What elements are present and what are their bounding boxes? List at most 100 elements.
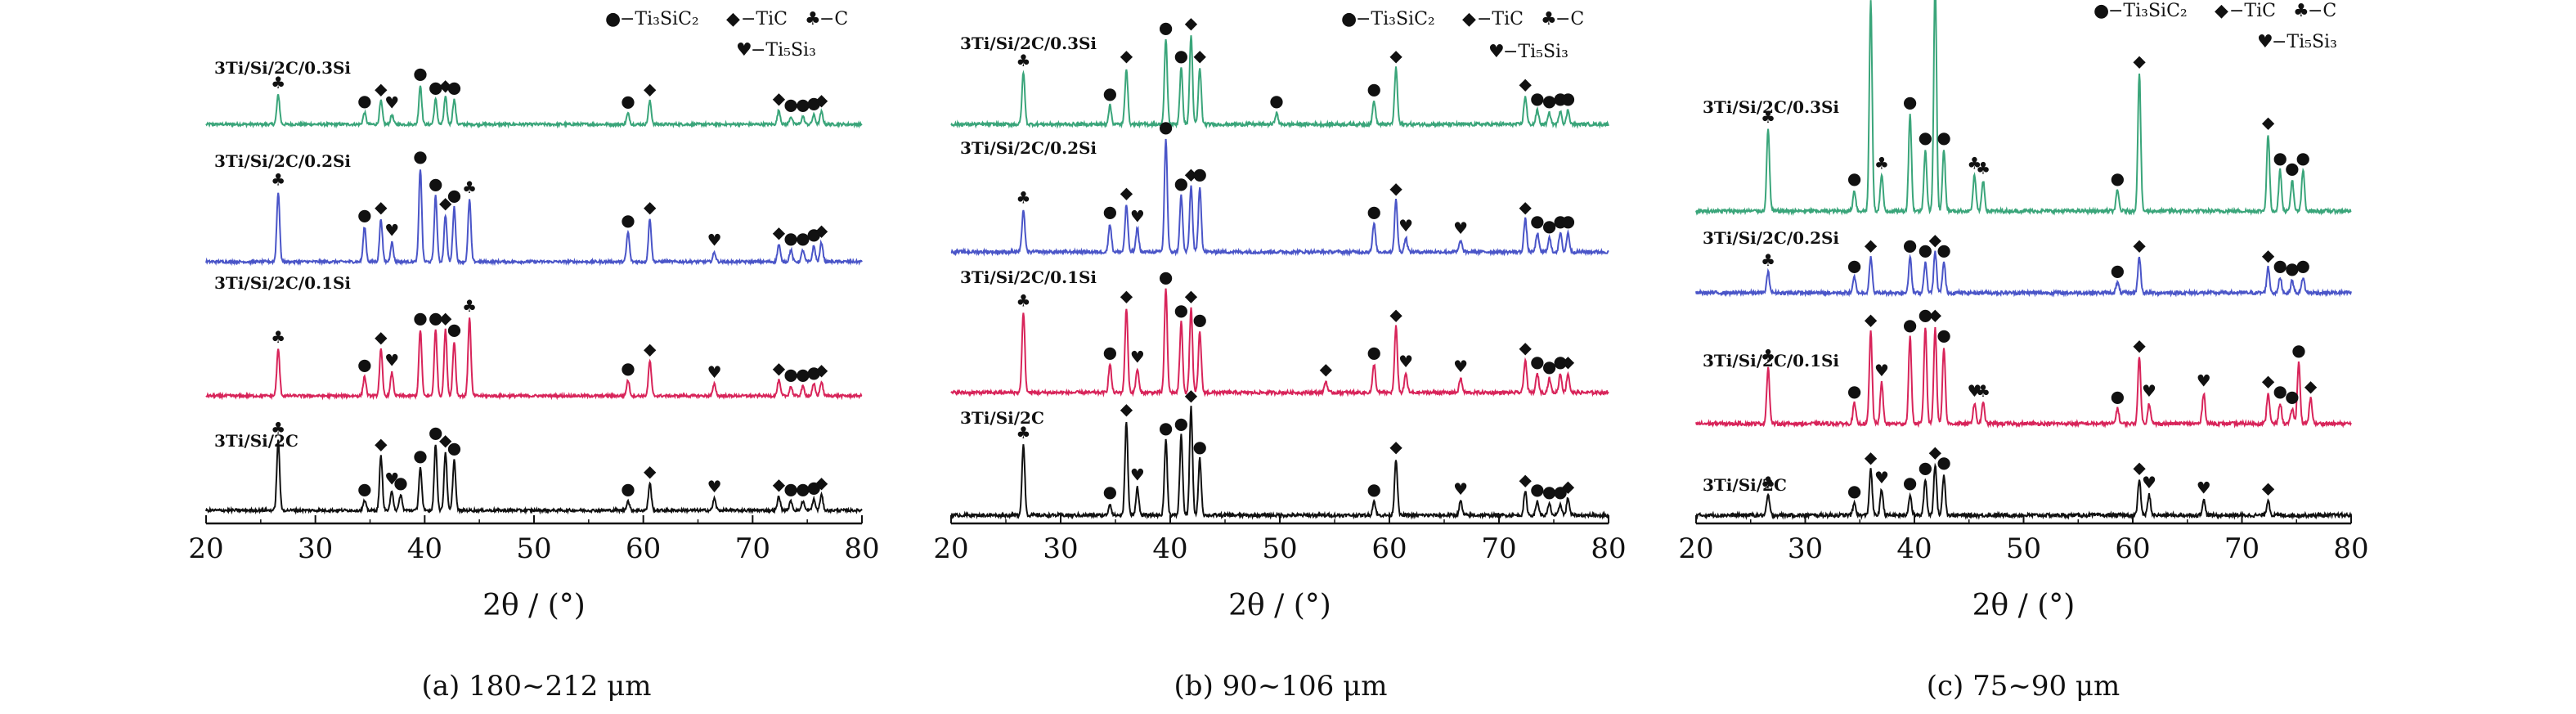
- sample-label: 3Ti/Si/2C/0.2Si: [1703, 228, 1839, 248]
- peak-marker: ◆: [1929, 304, 1942, 324]
- peak-marker: ●: [447, 78, 461, 97]
- x-tick-label: 40: [407, 532, 442, 565]
- legend-symbol: ●: [1341, 9, 1357, 29]
- peak-marker: ●: [2296, 255, 2310, 275]
- peak-marker: ●: [1174, 46, 1188, 65]
- peak-marker: ◆: [1185, 385, 1198, 405]
- peak-marker: ◆: [375, 197, 388, 217]
- peak-marker: ●: [1847, 255, 1861, 275]
- peak-marker: ●: [413, 446, 427, 465]
- peak-marker: ◆: [375, 79, 388, 99]
- peak-marker: ●: [783, 95, 797, 115]
- sample-label: 3Ti/Si/2C/0.3Si: [214, 58, 351, 78]
- sample-label: 3Ti/Si/2C/0.3Si: [1703, 97, 1839, 117]
- series-line: [1695, 327, 2352, 429]
- peak-marker: ●: [429, 422, 442, 442]
- peak-marker: ◆: [2262, 371, 2275, 391]
- peak-marker: ●: [806, 362, 820, 382]
- peak-marker: ●: [783, 479, 797, 499]
- peak-marker: ●: [1936, 240, 1950, 260]
- peak-marker: ♣: [1976, 159, 1990, 178]
- peak-marker: ●: [447, 186, 461, 205]
- peak-marker: ◆: [815, 90, 828, 110]
- peak-marker: ●: [1903, 315, 1917, 335]
- x-tick-label: 50: [1262, 532, 1297, 565]
- peak-marker: ◆: [644, 461, 657, 481]
- legend-symbol: ♥: [1488, 42, 1505, 62]
- peak-marker: ●: [357, 91, 371, 110]
- peak-marker: ◆: [2133, 335, 2146, 355]
- legend-label: −Ti₅Si₃: [1503, 42, 1568, 62]
- series-3ti-si-2c-0-1si: 3Ti/Si/2C/0.1Si♣●◆♥●●◆●♥♣ ●◆♥♥ ◆●●●◆: [1695, 304, 2352, 429]
- peak-marker: ♣: [1016, 187, 1030, 207]
- peak-marker: ●: [413, 146, 427, 166]
- peak-marker: ●: [1192, 164, 1206, 184]
- peak-marker: ●: [806, 478, 820, 497]
- peak-marker: ◆: [1193, 46, 1206, 65]
- peak-marker: ◆: [644, 197, 657, 217]
- peak-marker: ●: [1561, 88, 1575, 108]
- peak-marker: ●: [2111, 386, 2125, 406]
- legend: ●−Ti₃SiC₂ ◆ −TiC ♣−C♥−Ti₅Si₃: [1341, 9, 1584, 62]
- sample-label: 3Ti/Si/2C/0.2Si: [960, 138, 1097, 158]
- peak-marker: ●: [1530, 88, 1544, 108]
- series-line: [950, 138, 1609, 257]
- x-tick-label: 60: [2115, 532, 2150, 565]
- series-line: [950, 288, 1609, 397]
- peak-marker: ♥: [1453, 218, 1468, 238]
- peak-marker: ●: [1174, 300, 1188, 320]
- peak-marker: ♥: [2142, 381, 2156, 401]
- peak-marker: ♣: [462, 177, 477, 197]
- peak-marker: ●: [1103, 202, 1117, 222]
- peak-marker: ●: [1542, 216, 1556, 236]
- peak-marker: ◆: [1519, 338, 1532, 357]
- legend-symbol: ♥: [736, 40, 752, 61]
- peak-marker: ●: [413, 308, 427, 327]
- x-tick-label: 20: [188, 532, 223, 565]
- peak-marker: ♣: [462, 296, 477, 316]
- legend-symbol: ♣: [805, 9, 821, 29]
- peak-marker: ♣: [271, 419, 285, 438]
- peak-marker: ◆: [1519, 469, 1532, 489]
- peak-marker: ●: [806, 93, 820, 113]
- x-tick-label: 60: [626, 532, 661, 565]
- legend-label: −TiC: [741, 9, 788, 29]
- peak-marker: ●: [796, 95, 810, 115]
- series-3ti-si-2c-0-3si: 3Ti/Si/2C/0.3Si♣●◆♥●●◆●●◆ ◆●●●◆: [205, 58, 863, 129]
- peak-marker: ♣: [1016, 423, 1030, 442]
- x-axis-label: 2θ / (°): [1972, 589, 2076, 622]
- x-axis-label: 2θ / (°): [482, 589, 586, 622]
- peak-marker: ◆: [439, 308, 452, 327]
- series-3ti-si-2c: 3Ti/Si/2C♣●◆♥●●●◆●●◆♥ ◆●●●◆: [205, 419, 863, 515]
- peak-marker: ◆: [1389, 305, 1402, 325]
- peak-marker: ♥: [1453, 357, 1468, 376]
- series-line: [1695, 250, 2352, 298]
- peak-marker: ◆: [773, 222, 786, 242]
- legend-label: −Ti₃SiC₂: [2108, 1, 2188, 21]
- legend-label: −Ti₅Si₃: [751, 40, 816, 61]
- sample-label: 3Ti/Si/2C: [1703, 475, 1787, 495]
- peak-marker: ♥: [1453, 479, 1468, 499]
- peak-marker: ♥: [1398, 352, 1413, 371]
- x-tick-label: 40: [1896, 532, 1932, 565]
- peak-marker: ●: [1174, 413, 1188, 433]
- legend-symbol: ♣: [1541, 9, 1557, 29]
- panel-caption: (c) 75~90 μm: [1927, 670, 2120, 703]
- peak-marker: ●: [1553, 352, 1567, 371]
- peak-marker: ◆: [1120, 286, 1133, 306]
- peak-marker: ◆: [2262, 245, 2275, 265]
- peak-marker: ●: [1367, 79, 1381, 98]
- peak-marker: ◆: [773, 474, 786, 494]
- legend-symbol: ♥: [2257, 32, 2273, 52]
- peak-marker: ●: [1847, 481, 1861, 501]
- peak-marker: ◆: [644, 339, 657, 358]
- legend-label: −Ti₅Si₃: [2272, 32, 2337, 52]
- series-3ti-si-2c-0-2si: 3Ti/Si/2C/0.2Si♣● ◆♥●●◆● ♣●◆♥ ◆●●●◆: [205, 146, 863, 267]
- peak-marker: ●: [1174, 173, 1188, 193]
- peak-marker: ◆: [1519, 74, 1532, 94]
- peak-marker: ●: [357, 204, 371, 224]
- peak-marker: ●: [1903, 235, 1917, 254]
- peak-marker: ◆: [375, 434, 388, 454]
- peak-marker: ●: [1530, 352, 1544, 371]
